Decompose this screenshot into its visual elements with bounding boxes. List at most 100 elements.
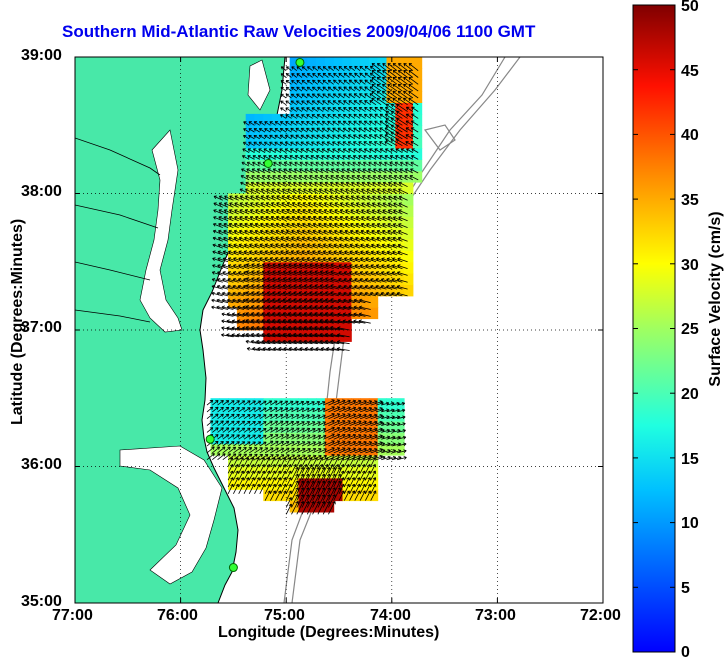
velocity-arrow [371, 97, 382, 106]
speed-cell [298, 284, 308, 297]
velocity-arrow [227, 277, 239, 283]
velocity-arrow [275, 414, 284, 420]
velocity-arrow [391, 257, 403, 263]
speed-cell [342, 273, 352, 285]
velocity-arrow [276, 209, 287, 215]
velocity-arrow [369, 107, 377, 112]
velocity-arrow [279, 134, 287, 140]
velocity-arrow [285, 243, 297, 249]
velocity-arrow [312, 454, 322, 461]
velocity-arrow [217, 413, 224, 420]
speed-cell [368, 477, 379, 490]
velocity-arrow [391, 271, 403, 276]
velocity-arrow [233, 446, 242, 454]
speed-cell [245, 227, 255, 240]
velocity-arrow [253, 135, 261, 140]
velocity-arrow [355, 209, 366, 215]
velocity-arrow [213, 202, 223, 208]
velocity-arrow [296, 434, 306, 440]
velocity-arrow [403, 76, 414, 85]
velocity-arrow [296, 243, 308, 249]
velocity-arrow [250, 195, 260, 201]
velocity-arrow [248, 427, 256, 433]
velocity-arrow [296, 414, 305, 420]
velocity-arrow [349, 413, 362, 420]
velocity-arrow [248, 407, 256, 413]
velocity-arrows [206, 63, 419, 515]
velocity-arrow [337, 148, 345, 153]
speed-cell [386, 57, 396, 69]
velocity-arrow [369, 148, 377, 153]
velocity-arrow [365, 470, 371, 481]
velocity-arrow [366, 216, 377, 222]
speed-cell [333, 398, 343, 411]
speed-cell [298, 318, 308, 331]
velocity-arrow [367, 168, 377, 174]
velocity-arrow [338, 399, 351, 406]
velocity-arrow [380, 291, 392, 297]
speed-cell [228, 284, 238, 297]
speed-cell [377, 113, 387, 126]
velocity-arrow [332, 127, 340, 133]
velocity-arrow [381, 264, 392, 269]
velocity-arrow [386, 278, 398, 283]
speed-cell [316, 113, 326, 126]
velocity-arrow [334, 195, 345, 201]
velocity-arrow [227, 284, 239, 290]
speed-cell [404, 284, 414, 297]
speed-cell [263, 148, 273, 160]
velocity-arrow [212, 257, 223, 263]
speed-cell [395, 182, 405, 194]
speed-cell [360, 489, 370, 502]
velocity-arrow [263, 155, 271, 160]
velocity-arrow [307, 454, 317, 461]
velocity-arrow [382, 181, 392, 188]
velocity-arrow [259, 441, 267, 447]
velocity-arrow [359, 463, 366, 474]
velocity-arrow [291, 427, 300, 433]
speed-cell [342, 125, 352, 138]
velocity-arrow [339, 222, 350, 228]
y-tick-label: 35:00 [21, 593, 62, 610]
velocity-arrow [241, 155, 250, 160]
velocity-arrow [323, 447, 335, 454]
velocity-arrow [244, 236, 255, 242]
velocity-arrow [377, 202, 387, 208]
speed-cell [307, 227, 317, 240]
speed-cell [254, 284, 264, 297]
velocity-arrow [378, 161, 387, 167]
speed-cell [307, 307, 317, 320]
velocity-arrow [259, 470, 266, 481]
velocity-arrow [296, 447, 306, 454]
velocity-arrow [334, 202, 345, 208]
velocity-arrow [345, 195, 355, 201]
velocity-arrow [233, 229, 245, 235]
speed-cell [316, 477, 326, 490]
velocity-arrow [397, 415, 406, 420]
velocity-arrow [332, 107, 340, 112]
velocity-arrow [286, 427, 295, 433]
velocity-arrow [312, 407, 321, 413]
speed-cell [228, 193, 238, 206]
velocity-arrow [228, 243, 239, 249]
velocity-arrow [373, 161, 382, 167]
velocity-arrow [410, 161, 419, 167]
velocity-arrow [405, 134, 414, 140]
velocity-arrow [280, 114, 287, 119]
velocity-arrow [371, 202, 382, 208]
velocity-arrow [294, 161, 303, 167]
speed-cell [280, 421, 291, 433]
velocity-arrow [329, 209, 340, 215]
speed-cell [360, 79, 370, 92]
speed-cell [351, 113, 361, 126]
velocity-arrow [360, 250, 371, 256]
velocity-arrow [212, 264, 223, 269]
velocity-arrow [281, 188, 292, 194]
velocity-arrow [393, 202, 403, 208]
velocity-arrow [396, 278, 408, 283]
speed-cell [386, 113, 396, 126]
velocity-arrow [376, 63, 387, 72]
velocity-arrow [280, 407, 289, 413]
velocity-arrow [314, 168, 324, 174]
velocity-arrow [233, 420, 240, 426]
